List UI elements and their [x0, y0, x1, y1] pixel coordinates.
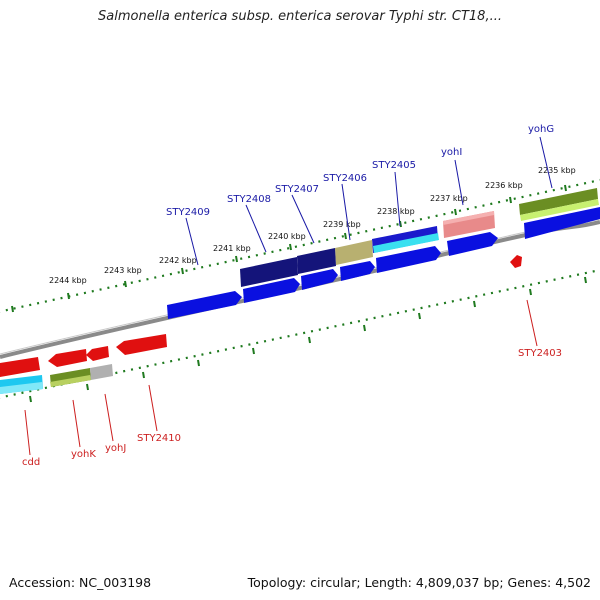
top-gene-labels: yohG yohI STY2405 STY2406 STY2407 STY240…	[166, 124, 554, 218]
gene-arrow	[0, 357, 40, 377]
scale-label: 2240 kbp	[268, 232, 306, 241]
gene-label-yohI[interactable]: yohI	[441, 147, 462, 158]
scale-label: 2243 kbp	[104, 266, 142, 275]
genome-stats-label: Topology: circular; Length: 4,809,037 bp…	[247, 575, 591, 590]
gene-label-sty2409[interactable]: STY2409	[166, 207, 210, 218]
reverse-gene-arrows	[0, 255, 522, 377]
accession-label: Accession: NC_003198	[9, 575, 152, 590]
gene-box-sty2407-cog	[297, 248, 336, 274]
gene-label-cdd[interactable]: cdd	[22, 457, 40, 468]
gene-label-yohJ[interactable]: yohJ	[105, 443, 126, 454]
scale-label: 2244 kbp	[49, 276, 87, 285]
gene-label-sty2405[interactable]: STY2405	[372, 160, 416, 171]
scale-label: 2235 kbp	[538, 166, 576, 175]
gene-box-sty2406-cog	[335, 240, 373, 265]
genome-title: Salmonella enterica subsp. enterica sero…	[98, 9, 502, 24]
gene-box-yohJ-cog	[90, 364, 113, 380]
gene-arrow	[301, 269, 338, 290]
inner-tick-track	[0, 268, 600, 399]
gene-label-sty2410[interactable]: STY2410	[137, 433, 181, 444]
scale-label: 2236 kbp	[485, 181, 523, 190]
gene-box-yohI-cog	[443, 211, 495, 238]
gene-arrow	[447, 232, 498, 256]
bottom-cog-band	[0, 364, 113, 394]
gene-label-sty2406[interactable]: STY2406	[323, 173, 367, 184]
gene-box-yohG-cog	[519, 188, 598, 215]
gene-arrow	[510, 255, 522, 268]
gene-label-sty2407[interactable]: STY2407	[275, 184, 319, 195]
bottom-leader-lines	[24, 299, 538, 456]
gene-arrow	[243, 278, 300, 303]
genome-backbone	[0, 220, 600, 359]
gene-box-sty2408-cog	[240, 257, 298, 287]
top-cog-band	[240, 188, 599, 287]
top-leader-lines	[185, 136, 553, 266]
gene-label-yohG[interactable]: yohG	[528, 124, 554, 135]
scale-label: 2242 kbp	[159, 256, 197, 265]
gene-arrow	[376, 246, 441, 273]
gene-arrow	[86, 346, 109, 361]
scale-label: 2239 kbp	[323, 220, 361, 229]
scale-label: 2241 kbp	[213, 244, 251, 253]
gene-arrow	[48, 349, 87, 367]
forward-gene-arrows	[167, 207, 600, 319]
gene-arrow	[116, 334, 167, 355]
gene-label-sty2403[interactable]: STY2403	[518, 348, 562, 359]
gene-arrow	[340, 261, 375, 281]
scale-label: 2238 kbp	[377, 207, 415, 216]
outer-tick-track	[0, 178, 600, 313]
gene-arrow	[524, 207, 600, 239]
scale-label: 2237 kbp	[430, 194, 468, 203]
gene-label-yohK[interactable]: yohK	[71, 449, 96, 460]
gene-label-sty2408[interactable]: STY2408	[227, 194, 271, 205]
bottom-gene-labels: STY2403 STY2410 yohJ yohK cdd	[22, 348, 562, 468]
gene-arrow	[167, 291, 242, 319]
outer-major-ticks	[11, 184, 567, 313]
scale-labels: 2235 kbp 2236 kbp 2237 kbp 2238 kbp 2239…	[49, 166, 576, 285]
inner-major-ticks	[29, 276, 587, 403]
